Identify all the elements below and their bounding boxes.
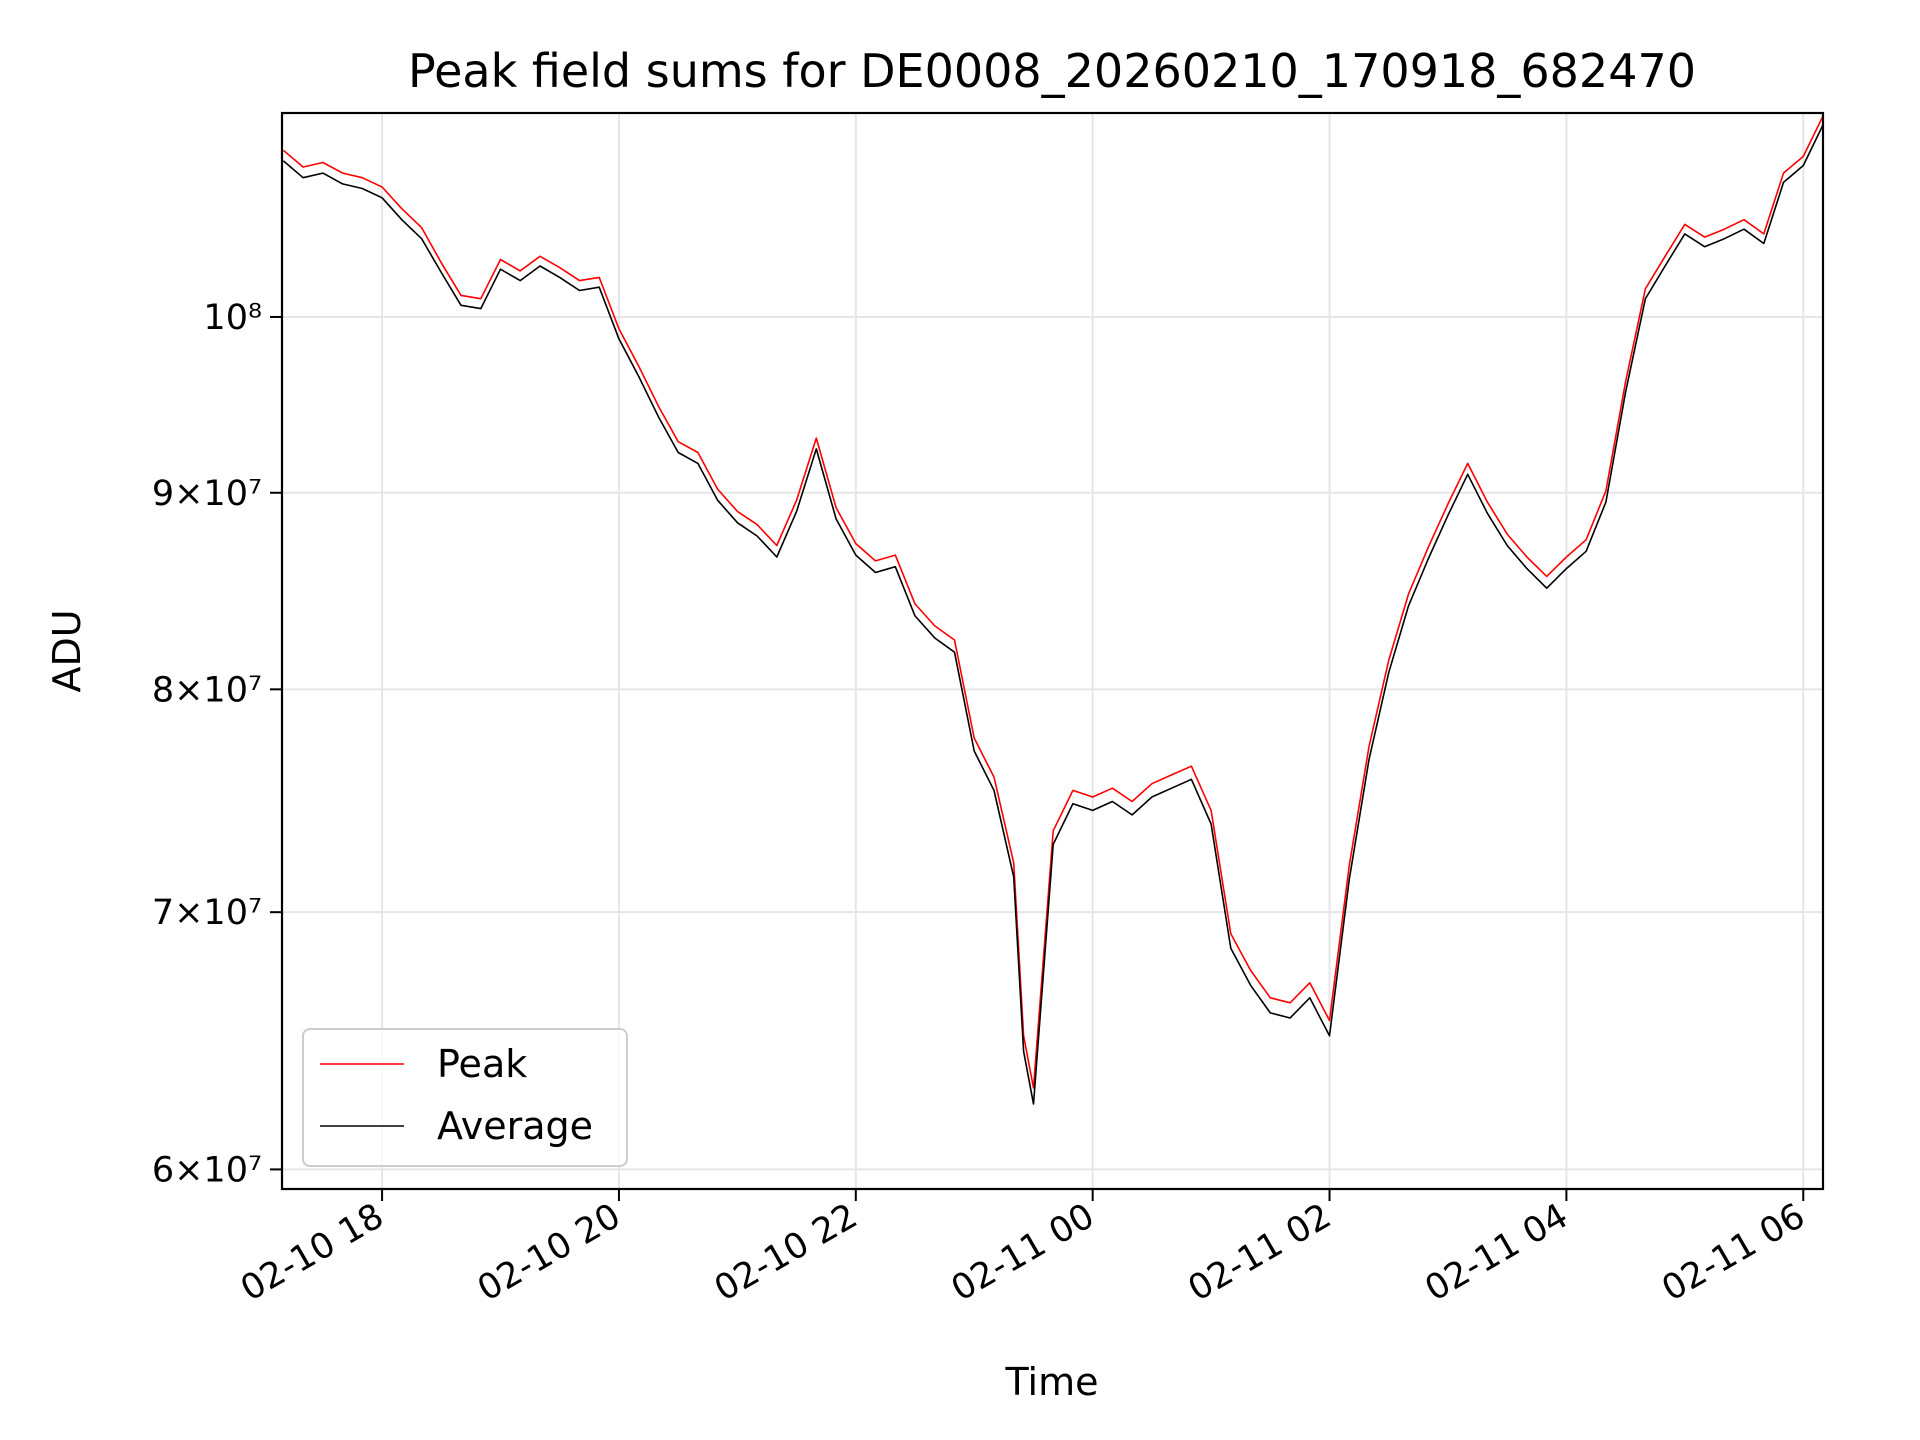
grid xyxy=(282,113,1823,1189)
y-tick-label: 7×10⁷ xyxy=(152,893,262,933)
y-axis-ticks: 6×10⁷ 7×10⁷ 8×10⁷ 9×10⁷ 10⁸ xyxy=(152,298,282,1190)
y-axis-title: ADU xyxy=(45,609,89,692)
y-tick-label: 9×10⁷ xyxy=(152,474,262,514)
series-line-peak xyxy=(282,115,1824,1089)
y-tick-label: 6×10⁷ xyxy=(152,1150,262,1190)
legend-label-peak: Peak xyxy=(437,1042,527,1086)
series-line-average xyxy=(282,124,1824,1105)
y-tick-label: 10⁸ xyxy=(203,298,262,338)
chart-title: Peak field sums for DE0008_20260210_1709… xyxy=(408,44,1696,98)
plot-frame xyxy=(280,111,1825,1191)
x-axis-title: Time xyxy=(1005,1360,1099,1404)
series-lines xyxy=(282,115,1824,1105)
legend-label-average: Average xyxy=(437,1104,593,1148)
legend: Peak Average xyxy=(302,1028,628,1167)
y-tick-label: 8×10⁷ xyxy=(152,670,262,710)
